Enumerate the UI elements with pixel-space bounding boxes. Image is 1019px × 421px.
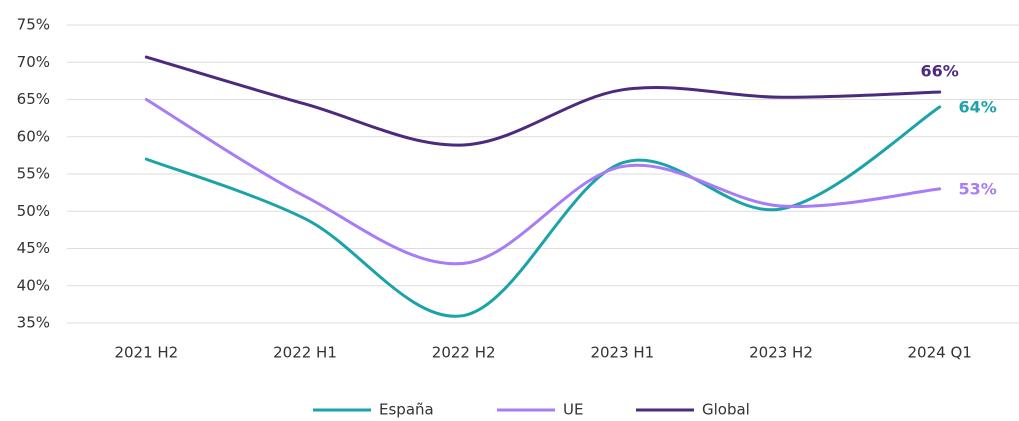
legend-label: Global xyxy=(702,401,750,419)
series-line xyxy=(144,55,942,147)
value-label: 64% xyxy=(959,97,997,116)
legend-label: UE xyxy=(563,401,583,419)
y-tick-label: 55% xyxy=(17,165,50,183)
y-tick-label: 35% xyxy=(17,314,50,332)
y-tick-label: 70% xyxy=(17,53,50,71)
x-tick-label: 2021 H2 xyxy=(114,344,178,362)
y-tick-label: 75% xyxy=(17,16,50,34)
value-label: 53% xyxy=(959,179,997,198)
y-tick-label: 60% xyxy=(17,127,50,145)
y-tick-label: 65% xyxy=(17,90,50,108)
x-tick-label: 2024 Q1 xyxy=(908,344,972,362)
x-tick-label: 2023 H1 xyxy=(590,344,654,362)
value-label: 66% xyxy=(921,62,959,81)
y-tick-label: 50% xyxy=(17,202,50,220)
y-tick-label: 45% xyxy=(17,239,50,257)
x-tick-label: 2023 H2 xyxy=(749,344,813,362)
y-tick-label: 40% xyxy=(17,276,50,294)
x-tick-label: 2022 H2 xyxy=(432,344,496,362)
series-line xyxy=(144,98,942,266)
x-tick-label: 2022 H1 xyxy=(273,344,337,362)
legend-label: España xyxy=(379,401,434,419)
